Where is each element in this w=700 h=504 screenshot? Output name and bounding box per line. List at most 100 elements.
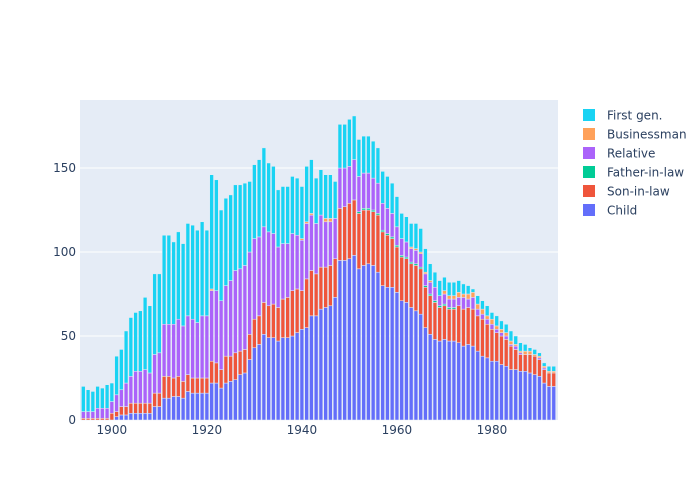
bar-child-1953[interactable] xyxy=(361,265,366,421)
bar-son-in-law-1955[interactable] xyxy=(371,211,376,266)
bar-relative-1944[interactable] xyxy=(318,214,324,268)
bar-businessman-1970[interactable] xyxy=(442,290,447,295)
bar-first-gen-1921[interactable] xyxy=(209,174,214,290)
bar-businessman-1967[interactable] xyxy=(428,280,433,283)
bar-son-in-law-1969[interactable] xyxy=(437,307,442,342)
bar-son-in-law-1898[interactable] xyxy=(100,418,105,421)
bar-relative-1912[interactable] xyxy=(166,324,172,377)
bar-first-gen-1980[interactable] xyxy=(489,312,495,320)
bar-child-1963[interactable] xyxy=(409,307,414,421)
bar-son-in-law-1924[interactable] xyxy=(223,355,229,384)
bar-first-gen-1972[interactable] xyxy=(451,282,457,296)
bar-first-gen-1982[interactable] xyxy=(499,320,504,330)
bar-son-in-law-1963[interactable] xyxy=(409,263,414,308)
bar-child-1962[interactable] xyxy=(404,302,409,421)
bar-first-gen-1973[interactable] xyxy=(456,280,461,293)
bar-first-gen-1981[interactable] xyxy=(494,315,499,327)
bar-son-in-law-1913[interactable] xyxy=(171,377,176,397)
bar-son-in-law-1972[interactable] xyxy=(451,308,457,342)
bar-first-gen-1940[interactable] xyxy=(299,186,305,239)
bar-child-1912[interactable] xyxy=(166,397,172,421)
bar-first-gen-1986[interactable] xyxy=(518,342,523,352)
bar-relative-1932[interactable] xyxy=(261,226,267,303)
bar-first-gen-1948[interactable] xyxy=(337,124,343,169)
bar-relative-1948[interactable] xyxy=(337,167,343,209)
bar-businessman-1980[interactable] xyxy=(489,318,495,325)
bar-son-in-law-1896[interactable] xyxy=(90,418,95,421)
bar-son-in-law-1992[interactable] xyxy=(546,372,552,387)
bar-child-1970[interactable] xyxy=(442,339,447,421)
bar-son-in-law-1941[interactable] xyxy=(304,278,309,328)
bar-child-1905[interactable] xyxy=(133,413,138,421)
bar-child-1977[interactable] xyxy=(475,350,480,421)
bar-son-in-law-1904[interactable] xyxy=(128,402,133,414)
bar-relative-1905[interactable] xyxy=(133,371,138,404)
bar-relative-1913[interactable] xyxy=(171,324,176,379)
bar-son-in-law-1979[interactable] xyxy=(485,324,490,359)
bar-relative-1942[interactable] xyxy=(309,214,314,271)
bar-first-gen-1961[interactable] xyxy=(399,213,404,239)
bar-first-gen-1905[interactable] xyxy=(133,312,138,372)
bar-relative-1900[interactable] xyxy=(109,401,114,414)
bar-son-in-law-1953[interactable] xyxy=(361,209,366,266)
bar-child-1910[interactable] xyxy=(157,406,162,421)
bar-relative-1927[interactable] xyxy=(237,268,243,352)
bar-child-1917[interactable] xyxy=(190,392,195,421)
bar-first-gen-1946[interactable] xyxy=(328,174,333,219)
bar-first-gen-1923[interactable] xyxy=(218,209,224,301)
bar-son-in-law-1986[interactable] xyxy=(518,354,523,372)
bar-relative-1967[interactable] xyxy=(428,282,433,295)
bar-son-in-law-1897[interactable] xyxy=(95,418,100,421)
bar-child-1922[interactable] xyxy=(214,382,219,421)
bar-first-gen-1978[interactable] xyxy=(480,300,485,310)
bar-first-gen-1903[interactable] xyxy=(123,330,129,384)
bar-first-gen-1901[interactable] xyxy=(114,355,119,396)
bar-relative-1899[interactable] xyxy=(104,407,110,419)
bar-first-gen-1915[interactable] xyxy=(180,243,186,327)
bar-son-in-law-1939[interactable] xyxy=(294,288,300,333)
bar-first-gen-1936[interactable] xyxy=(280,186,286,244)
bar-child-1929[interactable] xyxy=(247,359,252,421)
bar-son-in-law-1958[interactable] xyxy=(385,234,390,288)
bar-relative-1951[interactable] xyxy=(352,159,357,201)
bar-first-gen-1930[interactable] xyxy=(252,164,257,239)
bar-first-gen-1898[interactable] xyxy=(100,387,105,409)
bar-relative-1907[interactable] xyxy=(142,369,148,404)
bar-son-in-law-1937[interactable] xyxy=(285,297,290,338)
bar-child-1942[interactable] xyxy=(309,315,314,421)
bar-father-in-law-1962[interactable] xyxy=(404,256,409,259)
bar-father-in-law-1958[interactable] xyxy=(385,233,390,236)
bar-child-1949[interactable] xyxy=(342,260,347,421)
bar-relative-1897[interactable] xyxy=(95,407,100,419)
bar-first-gen-1896[interactable] xyxy=(90,391,95,412)
bar-businessman-1966[interactable] xyxy=(423,271,428,275)
bar-relative-1903[interactable] xyxy=(123,382,129,407)
bar-child-1965[interactable] xyxy=(418,313,423,421)
bar-relative-1986[interactable] xyxy=(518,352,523,355)
bar-first-gen-1965[interactable] xyxy=(418,228,423,253)
bar-father-in-law-1954[interactable] xyxy=(366,208,371,211)
bar-businessman-1993[interactable] xyxy=(551,371,556,374)
bar-relative-1963[interactable] xyxy=(409,248,414,263)
bar-child-1959[interactable] xyxy=(390,287,395,421)
bar-first-gen-1929[interactable] xyxy=(247,181,252,253)
bar-child-1939[interactable] xyxy=(294,332,300,421)
bar-businessman-1987[interactable] xyxy=(523,350,528,355)
bar-relative-1978[interactable] xyxy=(480,313,485,320)
bar-businessman-1946[interactable] xyxy=(328,218,333,223)
bar-relative-1933[interactable] xyxy=(266,231,271,307)
bar-first-gen-1900[interactable] xyxy=(109,382,114,402)
bar-father-in-law-1963[interactable] xyxy=(409,261,414,265)
bar-son-in-law-1933[interactable] xyxy=(266,305,271,338)
legend-item[interactable]: Relative xyxy=(583,147,655,161)
bar-father-in-law-1966[interactable] xyxy=(423,285,428,288)
bar-relative-1929[interactable] xyxy=(247,251,252,335)
bar-businessman-1975[interactable] xyxy=(466,293,471,300)
bar-first-gen-1956[interactable] xyxy=(375,147,381,184)
bar-first-gen-1911[interactable] xyxy=(161,234,167,325)
bar-father-in-law-1957[interactable] xyxy=(380,229,385,233)
bar-son-in-law-1984[interactable] xyxy=(508,345,514,370)
bar-first-gen-1925[interactable] xyxy=(228,194,233,281)
bar-relative-1970[interactable] xyxy=(442,293,447,305)
bar-father-in-law-1965[interactable] xyxy=(418,266,423,270)
